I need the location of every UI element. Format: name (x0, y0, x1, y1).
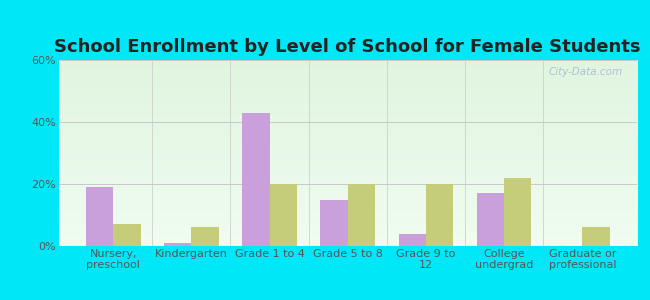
Bar (320, 200, 348, 246)
Bar (348, 184, 375, 246)
Bar (398, 234, 426, 246)
Bar (270, 184, 297, 246)
Title: School Enrollment by Level of School for Female Students: School Enrollment by Level of School for… (55, 38, 641, 56)
Bar (476, 193, 504, 246)
Bar (113, 224, 140, 246)
Bar (504, 178, 532, 246)
Bar (582, 227, 610, 246)
Bar (164, 243, 191, 246)
Text: City-Data.com: City-Data.com (549, 68, 623, 77)
Bar (242, 113, 270, 246)
Bar (191, 227, 219, 246)
Bar (86, 187, 113, 246)
Bar (426, 184, 453, 246)
